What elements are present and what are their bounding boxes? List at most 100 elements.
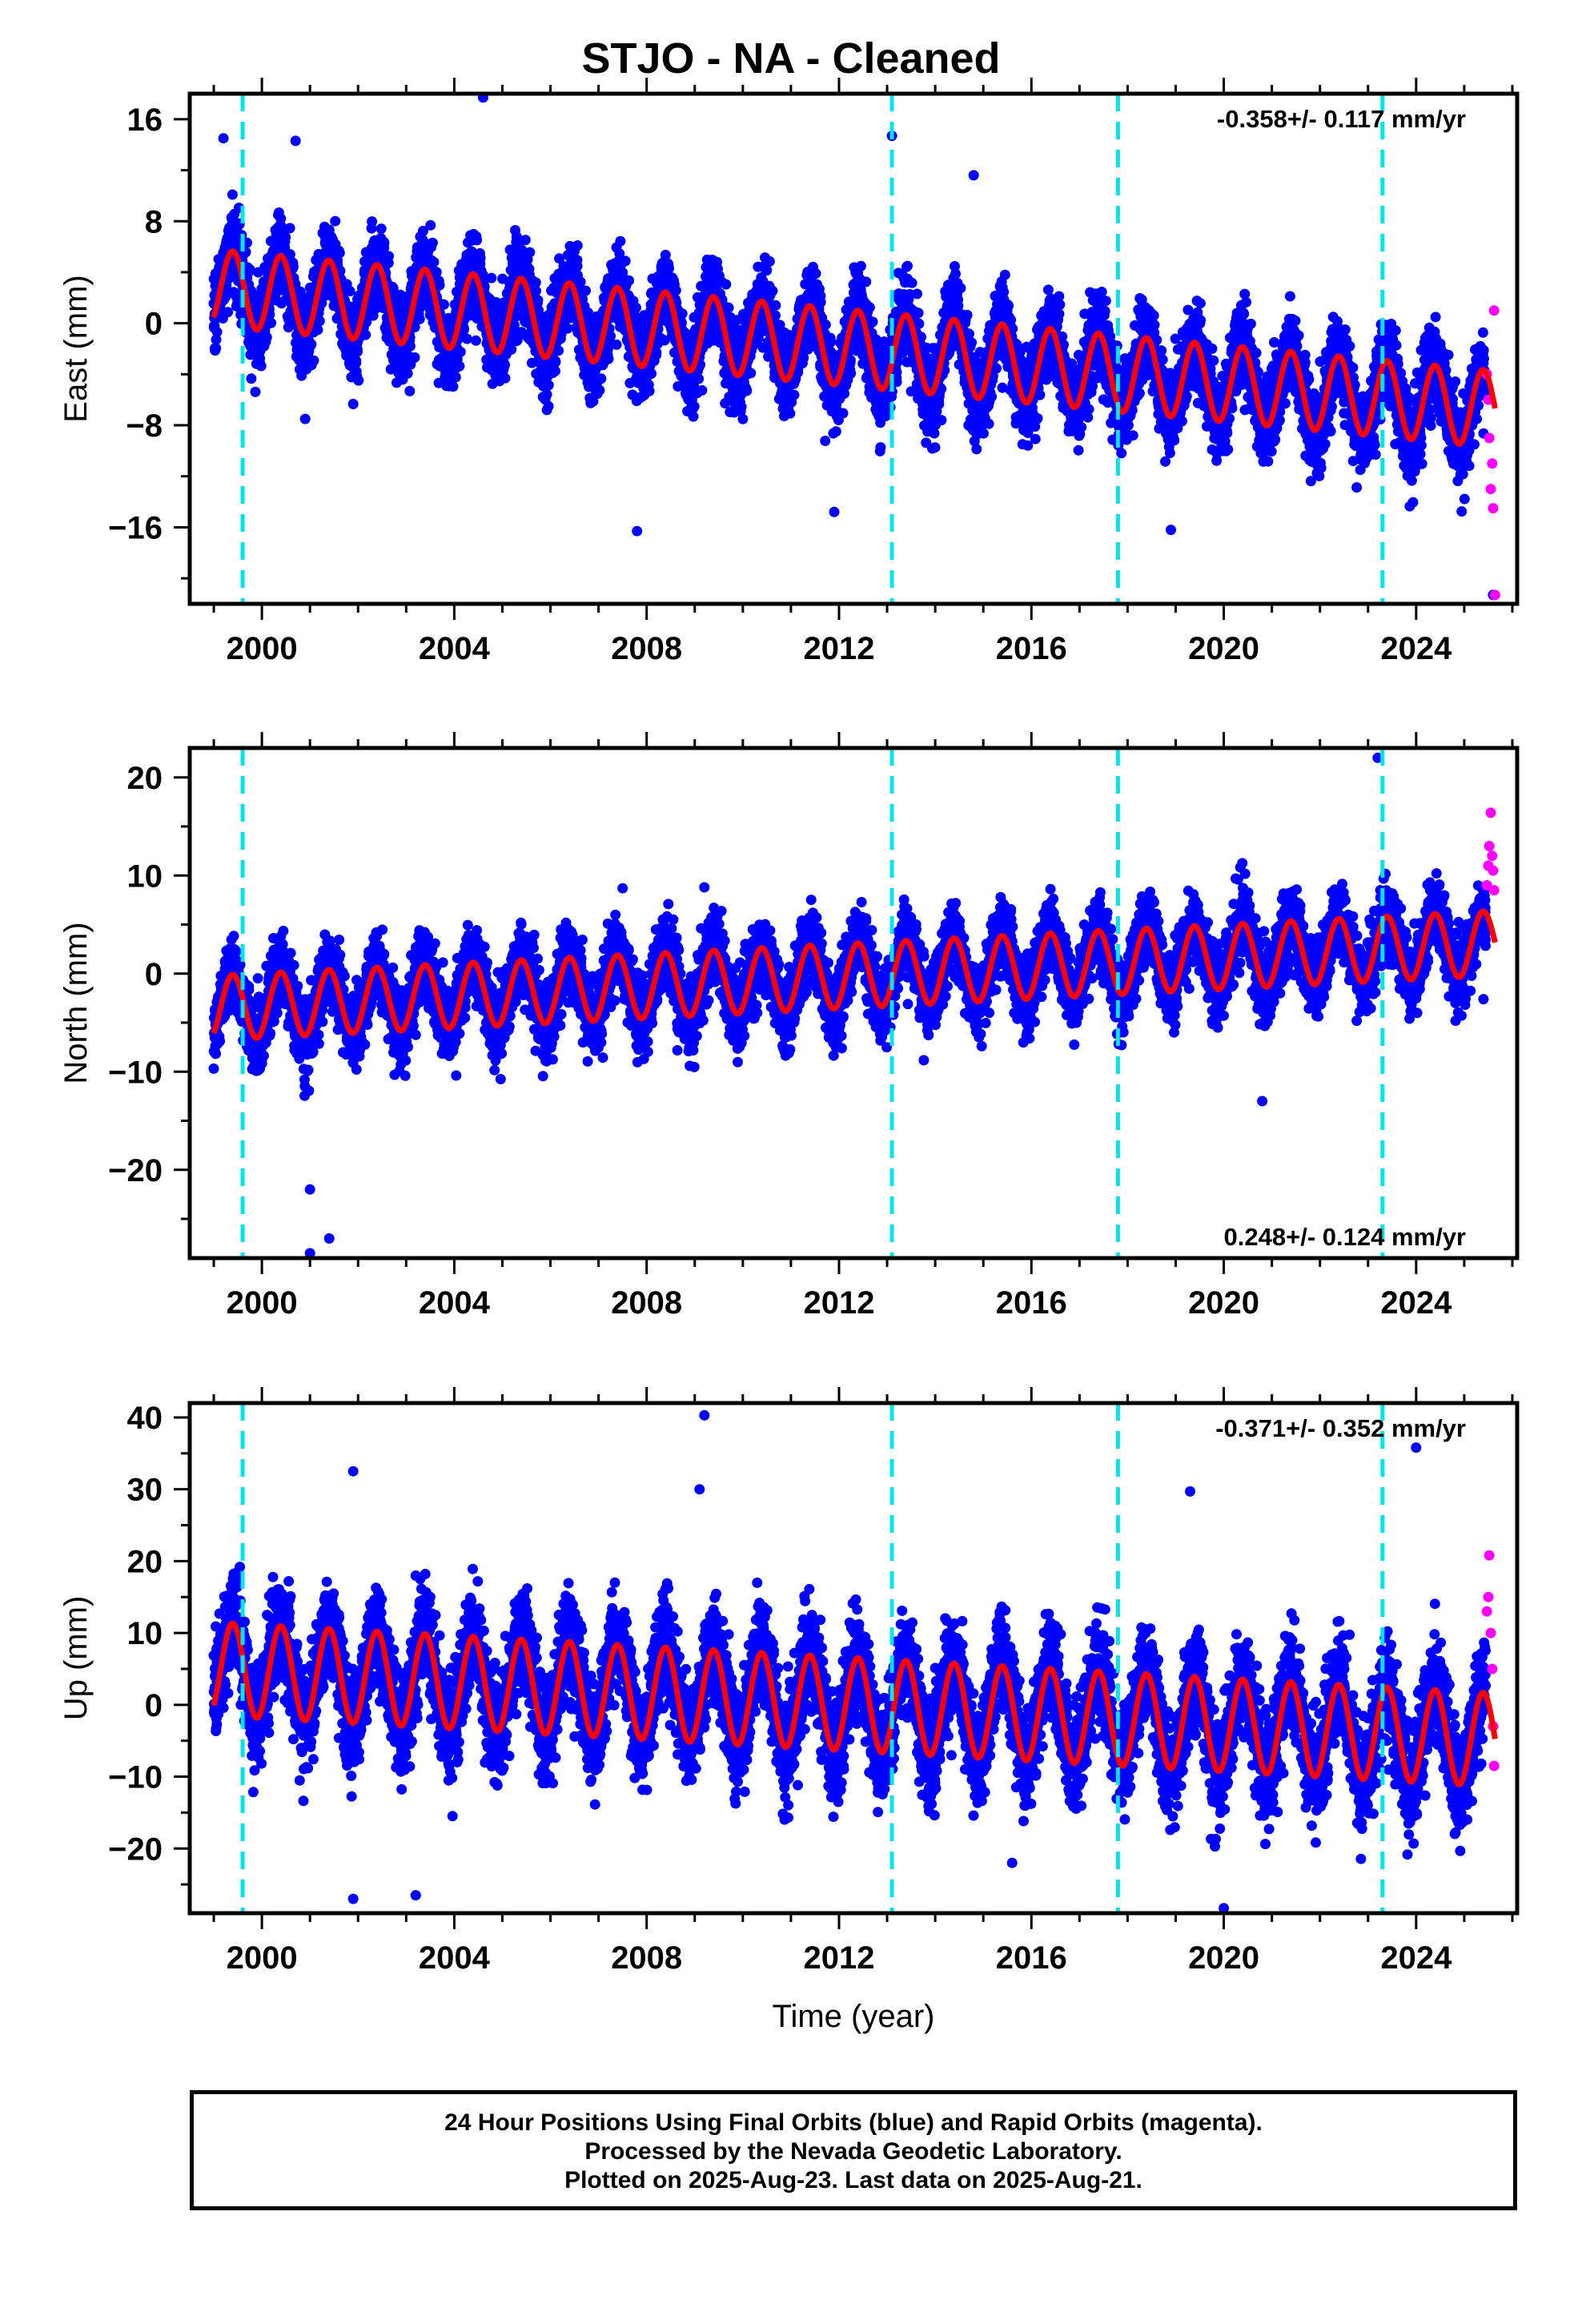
final-orbit-point — [572, 260, 583, 271]
final-orbit-point — [580, 285, 591, 296]
final-orbit-point — [697, 384, 708, 396]
final-orbit-point — [532, 295, 544, 306]
final-orbit-point — [572, 240, 583, 251]
final-orbit-point — [620, 255, 631, 267]
final-orbit-point — [789, 389, 800, 400]
final-orbit-point — [352, 346, 363, 357]
final-orbit-point — [603, 353, 614, 364]
final-orbit-point — [266, 317, 277, 328]
final-orbit-point — [404, 340, 416, 352]
final-orbit-point — [688, 411, 699, 422]
east-panel: 2000 2004 2008 2012 2016 2020 2024−16−80816Eas… — [58, 78, 1520, 666]
final-orbit-point — [810, 268, 821, 279]
final-orbit-point — [261, 332, 272, 343]
final-orbit-point — [611, 339, 622, 350]
final-orbit-point — [651, 347, 662, 358]
final-orbit-point — [306, 339, 317, 350]
final-orbit-point — [845, 368, 857, 379]
final-orbit-point — [902, 260, 913, 271]
final-orbit-point — [402, 368, 413, 379]
final-orbit-point — [693, 373, 705, 384]
final-orbit-point — [255, 360, 267, 372]
final-orbit-point — [721, 279, 732, 290]
chart-title: STJO - NA - Cleaned — [0, 34, 1582, 83]
final-orbit-point — [486, 272, 497, 283]
final-orbit-point — [605, 331, 616, 342]
final-orbit-point — [434, 279, 445, 291]
final-orbit-point — [677, 308, 688, 320]
final-orbit-point — [646, 368, 657, 379]
final-orbit-point — [594, 384, 605, 396]
final-orbit-point — [855, 260, 866, 271]
final-orbit-point — [524, 247, 536, 258]
final-orbit-point — [344, 286, 355, 297]
final-orbit-point — [745, 368, 757, 379]
final-orbit-point — [500, 372, 511, 384]
final-orbit-point — [383, 251, 394, 262]
final-orbit-point — [227, 189, 238, 200]
final-orbit-point — [250, 386, 261, 397]
final-orbit-point — [864, 302, 875, 313]
plot-area — [208, 94, 1500, 604]
final-orbit-point — [830, 426, 841, 437]
final-orbit-point — [815, 296, 826, 308]
final-orbit-point — [455, 346, 466, 357]
final-orbit-point — [367, 216, 378, 227]
final-orbit-point — [550, 365, 560, 376]
final-orbit-point — [439, 299, 449, 310]
final-orbit-point — [723, 302, 734, 313]
final-orbit-point — [770, 300, 781, 311]
final-orbit-point — [820, 436, 831, 446]
final-orbit-point — [820, 320, 831, 330]
final-orbit-point — [531, 285, 541, 296]
final-orbit-point — [461, 333, 472, 344]
final-orbit-point — [764, 256, 775, 267]
final-orbit-point — [736, 401, 747, 412]
final-orbit-point — [223, 307, 234, 318]
final-orbit-point — [644, 385, 655, 396]
final-orbit-point — [767, 285, 778, 296]
final-orbit-point — [543, 400, 554, 412]
final-orbit-point — [615, 235, 626, 247]
final-orbit-point — [631, 302, 641, 313]
final-orbit-point — [387, 283, 399, 294]
final-orbit-point — [837, 408, 849, 419]
final-orbit-point — [520, 235, 531, 246]
final-orbit-point — [220, 292, 231, 303]
final-orbit-point — [275, 213, 287, 224]
final-orbit-point — [845, 355, 856, 366]
final-orbit-point — [689, 401, 700, 412]
final-orbit-point — [472, 235, 483, 246]
final-orbit-point — [360, 329, 371, 340]
final-orbit-point — [541, 389, 552, 400]
final-orbit-point — [861, 276, 872, 287]
final-orbit-point — [211, 343, 222, 354]
final-orbit-point — [471, 335, 481, 346]
final-orbit-point — [334, 247, 345, 259]
final-orbit-point — [448, 381, 459, 392]
final-orbit-point — [246, 373, 257, 384]
final-orbit-point — [280, 231, 291, 243]
final-orbit-point — [475, 252, 486, 263]
final-orbit-point — [409, 352, 420, 363]
final-orbit-point — [875, 442, 886, 453]
final-orbit-point — [347, 399, 359, 409]
final-orbit-point — [414, 313, 425, 324]
final-orbit-point — [825, 336, 837, 348]
final-orbit-point — [550, 356, 561, 368]
final-orbit-point — [379, 237, 390, 248]
final-orbit-point — [425, 219, 436, 231]
final-orbit-point — [737, 413, 749, 424]
final-orbit-point — [316, 298, 327, 308]
final-orbit-point — [330, 215, 341, 227]
final-orbit-point — [308, 355, 319, 366]
final-orbit-point — [404, 385, 416, 396]
final-orbit-point — [664, 263, 675, 274]
final-orbit-point — [428, 256, 440, 267]
final-orbit-point — [670, 285, 681, 296]
final-orbit-point — [500, 360, 510, 371]
final-orbit-point — [454, 360, 465, 372]
final-orbit-point — [741, 385, 753, 396]
final-orbit-point — [284, 223, 295, 234]
